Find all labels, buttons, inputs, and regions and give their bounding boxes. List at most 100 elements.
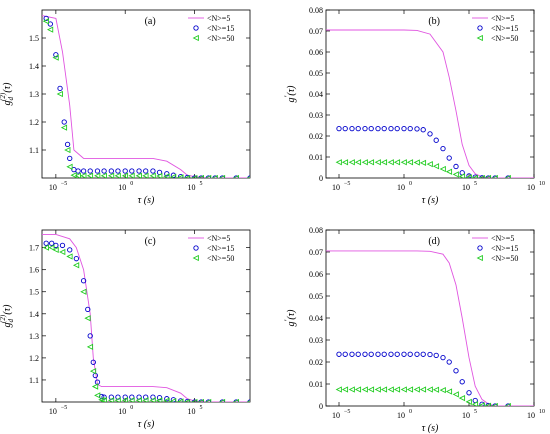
data-point-circle — [49, 240, 55, 246]
data-point-triangle — [491, 174, 498, 178]
data-point-triangle — [89, 368, 97, 375]
data-point-triangle — [458, 173, 466, 178]
x-tick-exponent: 0 — [130, 181, 133, 187]
data-point-triangle — [232, 398, 239, 402]
data-point-triangle — [361, 386, 368, 393]
data-point-circle — [219, 175, 225, 178]
data-point-circle — [342, 125, 348, 132]
data-point-circle — [67, 247, 73, 253]
data-point-circle — [108, 168, 114, 174]
data-point-triangle — [504, 402, 511, 406]
data-point-circle — [381, 351, 387, 357]
data-point-circle — [459, 379, 465, 385]
legend-entry: <N>=50 — [207, 34, 234, 43]
data-point-circle — [427, 351, 433, 358]
data-point-triangle — [64, 146, 71, 154]
data-point-circle — [401, 351, 407, 357]
x-tick-label: 10 — [188, 407, 196, 416]
data-point-triangle — [121, 172, 129, 178]
data-point-circle — [129, 168, 135, 174]
x-axis-label: τ (s) — [138, 419, 155, 430]
data-point-circle — [59, 242, 66, 249]
data-point-circle — [342, 351, 348, 357]
data-point-circle — [212, 175, 218, 178]
data-point-circle — [57, 85, 63, 92]
x-tick-exponent: 5 — [200, 181, 203, 187]
data-point-triangle — [163, 173, 170, 178]
data-point-triangle — [86, 172, 94, 178]
y-tick-label: 0.01 — [309, 153, 323, 162]
x-tick-label: 10 — [118, 183, 126, 192]
x-tick-label: 10 — [397, 411, 405, 420]
series-group — [42, 15, 250, 178]
data-point-triangle — [439, 165, 446, 173]
y-tick-label: 0.05 — [309, 292, 323, 301]
data-point-triangle — [46, 26, 54, 33]
data-point-triangle — [432, 163, 440, 170]
series-group — [42, 233, 250, 402]
data-point-circle — [336, 125, 342, 132]
data-point-triangle — [114, 397, 121, 402]
data-point-circle — [191, 175, 198, 178]
data-point-circle — [143, 168, 149, 174]
data-point-circle — [355, 125, 361, 132]
data-point-triangle — [197, 398, 204, 402]
data-point-triangle — [335, 159, 342, 166]
data-point-circle — [349, 351, 355, 357]
series-line-5 — [326, 29, 534, 178]
panel-c: 1.1 1.2 1.3 1.4 1.5 1.6 1.7 10 −5 10 0 10 5 τ (s) gd(2… — [0, 229, 251, 430]
data-point-triangle — [341, 159, 349, 166]
data-point-triangle — [135, 397, 142, 402]
x-tick-exponent: 10 — [539, 409, 545, 415]
legend-entry: <N>=15 — [207, 244, 234, 253]
data-point-circle — [453, 163, 459, 170]
data-point-triangle — [177, 174, 184, 178]
data-point-triangle — [60, 124, 68, 131]
legend-circle-marker — [477, 245, 483, 251]
y-axis-label: gd(2)(τ) — [0, 304, 15, 328]
data-point-triangle — [84, 315, 91, 322]
data-point-triangle — [42, 18, 50, 25]
data-point-triangle — [393, 386, 401, 393]
data-point-triangle — [406, 159, 414, 166]
data-point-circle — [80, 168, 87, 174]
data-point-triangle — [149, 172, 156, 178]
y-tick-label: 0.06 — [309, 270, 323, 279]
data-point-triangle — [465, 398, 472, 405]
data-point-triangle — [400, 159, 407, 166]
y-tick-label: 0.02 — [309, 358, 323, 367]
data-point-triangle — [100, 172, 107, 178]
data-point-circle — [92, 372, 98, 379]
legend-entry: <N>=5 — [207, 234, 230, 243]
data-point-circle — [80, 278, 87, 284]
legend-circle-marker — [477, 25, 483, 31]
data-point-triangle — [66, 163, 73, 170]
data-point-triangle — [107, 172, 115, 178]
data-point-triangle — [86, 343, 94, 350]
data-point-circle — [198, 175, 204, 178]
legend-entry: <N>=15 — [207, 24, 234, 33]
data-point-circle — [433, 137, 439, 143]
data-point-circle — [407, 125, 413, 132]
x-axis-label: τ (s) — [422, 423, 439, 434]
data-point-triangle — [128, 172, 135, 178]
data-point-circle — [205, 175, 212, 178]
data-point-triangle — [156, 172, 163, 178]
legend-entry: <N>=5 — [491, 14, 514, 23]
y-axis-label: g'(τ) — [283, 85, 297, 103]
data-point-triangle — [191, 174, 198, 178]
legend-entry: <N>=50 — [491, 254, 518, 263]
data-point-triangle — [380, 159, 388, 166]
data-point-triangle — [354, 386, 362, 393]
data-point-triangle — [367, 159, 375, 166]
data-point-triangle — [426, 161, 433, 168]
data-point-triangle — [80, 172, 87, 178]
y-tick-label: 0 — [319, 402, 323, 411]
data-point-circle — [368, 125, 374, 132]
x-tick-label: 10 — [332, 183, 340, 192]
y-tick-label: 0 — [319, 174, 323, 183]
x-tick-exponent: 0 — [409, 181, 412, 187]
x-tick-exponent: 5 — [474, 409, 477, 415]
data-point-triangle — [335, 386, 342, 393]
